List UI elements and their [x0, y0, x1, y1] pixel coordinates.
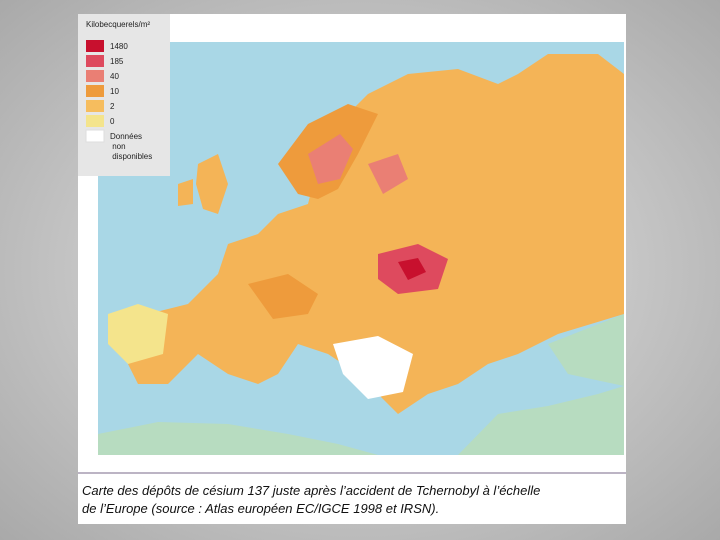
legend-label: 1480	[110, 42, 128, 51]
land-europe	[118, 54, 624, 414]
no-data-area	[333, 336, 413, 399]
legend-swatch	[86, 115, 104, 127]
finland-hotspot	[368, 154, 408, 194]
legend-swatch	[86, 55, 104, 67]
scandinavia-hotspot	[308, 134, 353, 184]
legend-label: 0	[110, 117, 115, 126]
caption-line: Carte des dépôts de césium 137 juste apr…	[82, 483, 540, 498]
legend-swatch	[85, 129, 105, 143]
legend-swatch	[86, 70, 104, 82]
legend-items: 1480 185 40 10 2 0 Données non disponibles	[85, 40, 152, 161]
map-figure: Kilobecquerels/m² 1480 185 40 10 2 0 Données n…	[78, 14, 626, 516]
legend-label: 40	[110, 72, 119, 81]
legend-title: Kilobecquerels/m²	[86, 20, 150, 29]
asia-minor	[458, 386, 624, 455]
land-britain	[196, 154, 228, 214]
legend-label: Données non disponibles	[110, 132, 152, 161]
caption: Carte des dépôts de césium 137 juste apr…	[82, 483, 540, 516]
legend-swatch	[86, 85, 104, 97]
caption-line: de l’Europe (source : Atlas européen EC/…	[82, 501, 439, 516]
legend-swatch	[86, 100, 104, 112]
africa	[98, 422, 378, 455]
legend-swatch	[86, 40, 104, 52]
legend-label: 10	[110, 87, 119, 96]
legend-label: 185	[110, 57, 124, 66]
alps-zone	[248, 274, 318, 319]
figure-panel: Kilobecquerels/m² 1480 185 40 10 2 0 Données n…	[78, 14, 626, 524]
iberia-low	[108, 304, 168, 364]
chernobyl-core	[398, 258, 426, 280]
caspian-region	[548, 314, 624, 386]
legend-label: 2	[110, 102, 115, 111]
land-ireland	[178, 179, 193, 206]
